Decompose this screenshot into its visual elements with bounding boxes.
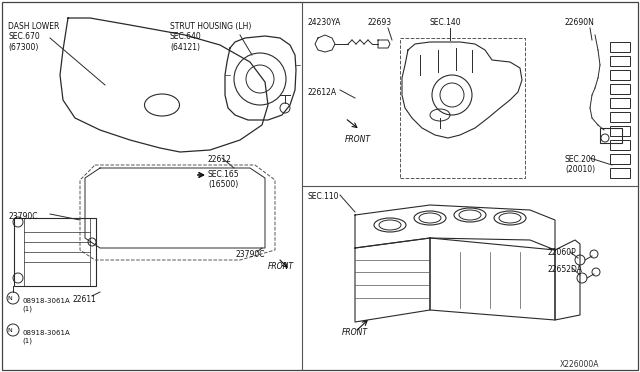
Text: 08918-3061A
(1): 08918-3061A (1): [22, 298, 70, 311]
Bar: [610, 112, 630, 122]
Text: SEC.200
(20010): SEC.200 (20010): [565, 155, 596, 174]
Text: 24230YA: 24230YA: [308, 18, 341, 27]
Text: SEC.140: SEC.140: [430, 18, 461, 27]
Bar: [400, 38, 525, 178]
Bar: [610, 154, 630, 164]
Bar: [610, 42, 630, 52]
Text: 22612: 22612: [208, 155, 232, 164]
Text: N: N: [8, 295, 12, 301]
Text: 22690N: 22690N: [565, 18, 595, 27]
Bar: [610, 84, 630, 94]
Text: SEC.165
(16500): SEC.165 (16500): [208, 170, 239, 189]
Text: FRONT: FRONT: [345, 135, 371, 144]
Bar: [610, 126, 630, 136]
Text: 23790C: 23790C: [235, 250, 264, 259]
Text: 23790C: 23790C: [8, 212, 38, 221]
Text: STRUT HOUSING (LH)
SEC.640
(64121): STRUT HOUSING (LH) SEC.640 (64121): [170, 22, 252, 52]
Bar: [610, 168, 630, 178]
Text: DASH LOWER
SEC.670
(67300): DASH LOWER SEC.670 (67300): [8, 22, 60, 52]
Bar: [610, 98, 630, 108]
Bar: [610, 140, 630, 150]
Text: 22611: 22611: [72, 295, 96, 304]
Text: N: N: [8, 327, 12, 333]
Bar: [600, 128, 622, 143]
Bar: [14, 218, 96, 286]
Text: 22652DA: 22652DA: [548, 265, 583, 274]
Text: FRONT: FRONT: [342, 328, 368, 337]
Text: X226000A: X226000A: [560, 360, 600, 369]
Text: FRONT: FRONT: [268, 262, 294, 271]
Bar: [610, 56, 630, 66]
Text: 22693: 22693: [368, 18, 392, 27]
Text: SEC.110: SEC.110: [308, 192, 339, 201]
Text: 08918-3061A
(1): 08918-3061A (1): [22, 330, 70, 343]
Text: 22060P: 22060P: [548, 248, 577, 257]
Text: 22612A: 22612A: [308, 88, 337, 97]
Bar: [610, 70, 630, 80]
